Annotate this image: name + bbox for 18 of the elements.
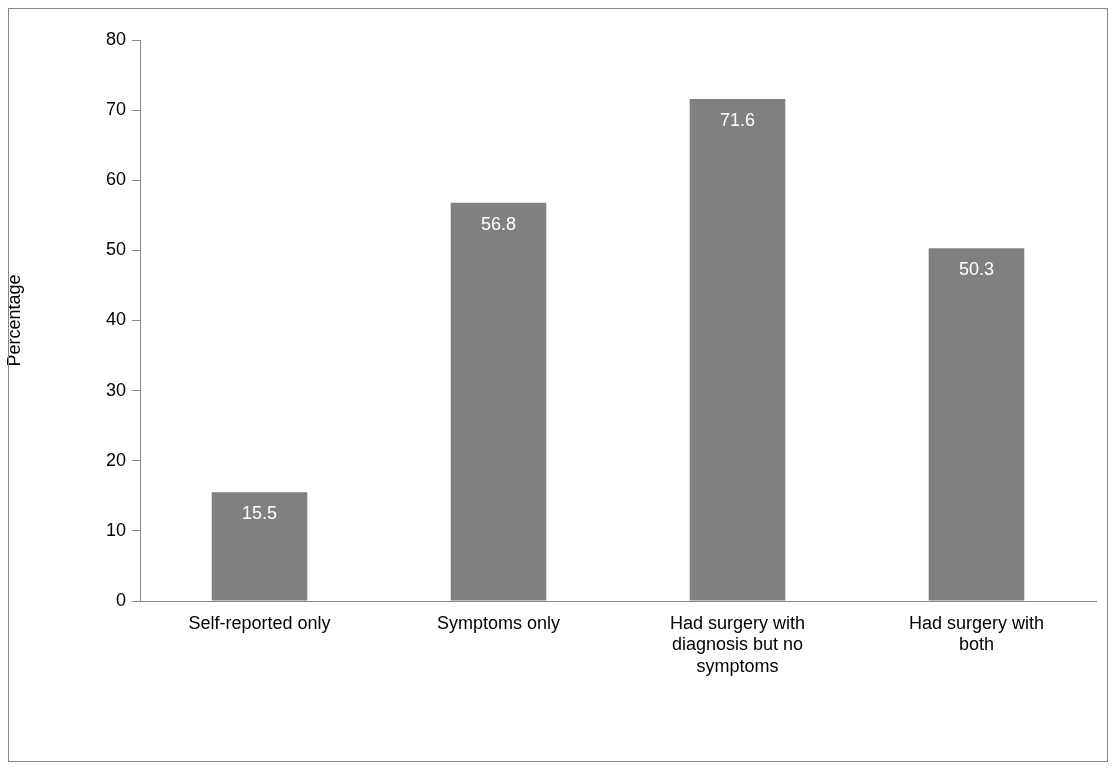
x-tick-label: Had surgery with diagnosis but no symptoms (669, 612, 806, 676)
y-tick-label: 10 (105, 519, 126, 540)
y-tick-label: 0 (115, 589, 126, 610)
y-tick-label: 70 (105, 99, 126, 120)
y-tick-label: 20 (105, 449, 126, 470)
y-tick-label: 30 (105, 379, 126, 400)
data-label: 50.3 (958, 259, 995, 280)
y-tick-label: 50 (105, 239, 126, 260)
x-tick-label: Self-reported only (188, 612, 331, 633)
y-tick-label: 40 (105, 309, 126, 330)
y-tick-label: 60 (105, 169, 126, 190)
data-label: 56.8 (480, 213, 517, 234)
data-label: 71.6 (719, 109, 756, 130)
x-tick-label: Had surgery with both (908, 612, 1045, 655)
y-axis-title: Percentage (3, 274, 24, 367)
x-tick-label: Symptoms only (436, 612, 561, 633)
y-tick-label: 80 (105, 28, 126, 49)
data-label: 15.5 (241, 503, 278, 524)
